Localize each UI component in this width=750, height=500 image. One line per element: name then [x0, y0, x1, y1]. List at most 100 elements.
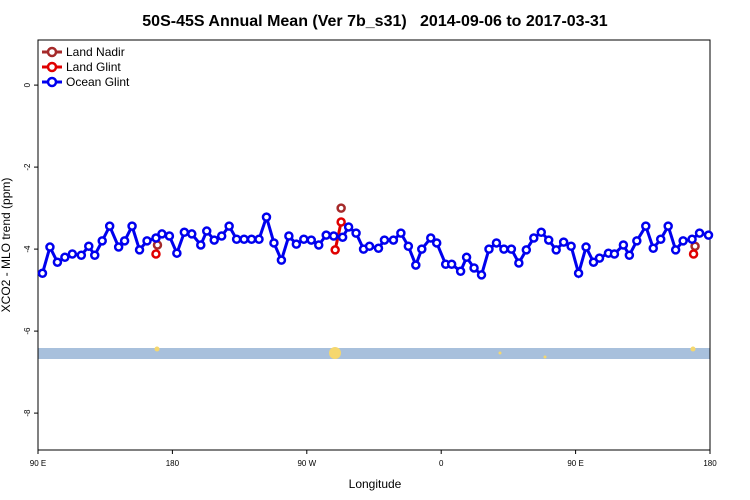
data-point: [632, 236, 642, 246]
data-point: [618, 240, 629, 250]
data-point: [337, 232, 348, 242]
x-tick-label: 180: [166, 459, 180, 468]
x-tick-label: 180: [703, 459, 717, 468]
data-point: [551, 245, 561, 255]
data-point: [446, 259, 457, 270]
legend-label: Land Nadir: [66, 45, 125, 59]
x-axis-label: Longitude: [349, 477, 402, 491]
data-point: [231, 234, 242, 245]
data-point: [641, 221, 651, 231]
data-point: [388, 235, 399, 245]
data-point: [76, 250, 87, 260]
data-point: [306, 235, 317, 245]
data-point: [239, 234, 249, 245]
y-tick-label: 0: [23, 82, 32, 87]
data-point: [514, 258, 524, 268]
data-point: [536, 227, 547, 238]
data-point: [60, 252, 70, 263]
data-point: [581, 242, 591, 252]
data-point: [127, 221, 137, 231]
data-point: [313, 240, 324, 250]
data-point: [469, 263, 479, 273]
data-point: [588, 257, 599, 267]
data-point: [648, 243, 659, 254]
data-point: [455, 266, 466, 276]
legend-marker: [46, 46, 58, 58]
data-point: [425, 233, 436, 243]
data-point: [521, 245, 532, 255]
data-point: [134, 245, 145, 255]
data-point: [119, 236, 130, 246]
legend-marker: [46, 61, 58, 73]
legend-label: Ocean Glint: [66, 75, 130, 89]
data-point: [104, 221, 115, 231]
data-point: [330, 245, 340, 255]
data-point: [499, 244, 509, 254]
data-point: [291, 239, 302, 249]
data-point: [543, 235, 554, 245]
plot-frame: [37, 39, 711, 451]
data-point: [113, 242, 124, 252]
data-point: [164, 231, 175, 241]
data-point: [694, 228, 705, 238]
data-point: [284, 231, 294, 241]
data-point: [89, 250, 100, 260]
data-point: [396, 228, 406, 238]
data-point: [529, 233, 539, 243]
x-tick-label: 90 W: [297, 459, 316, 468]
data-point: [379, 235, 390, 245]
data-point: [609, 249, 620, 259]
data-point: [224, 221, 234, 231]
legend-label: Land Glint: [66, 60, 121, 74]
data-point: [373, 243, 384, 254]
x-tick-label: 90 E: [30, 459, 46, 468]
data-point: [196, 240, 206, 250]
data-point: [254, 234, 264, 245]
data-point: [261, 212, 272, 222]
legend-marker: [46, 76, 58, 88]
data-point: [246, 234, 257, 245]
data-point: [655, 234, 666, 245]
data-point: [328, 231, 339, 241]
land-dot: [690, 346, 696, 352]
data-point: [351, 228, 361, 238]
data-point: [417, 244, 427, 254]
land-dot: [329, 347, 341, 359]
data-point: [142, 236, 152, 246]
data-point: [151, 233, 161, 243]
data-point: [343, 222, 354, 232]
data-point: [573, 268, 584, 279]
data-point: [687, 234, 697, 245]
x-tick-label: 0: [439, 459, 444, 468]
data-point: [431, 238, 442, 248]
data-point: [67, 249, 78, 259]
data-point: [670, 245, 681, 255]
data-point: [37, 268, 48, 279]
data-point: [269, 238, 279, 248]
data-point: [157, 229, 167, 239]
data-point: [187, 229, 197, 239]
data-point: [97, 236, 107, 246]
y-tick-label: -6: [23, 327, 32, 335]
land-band: [38, 348, 710, 359]
y-tick-label: -4: [23, 245, 32, 253]
y-tick-label: -2: [23, 163, 32, 171]
data-point: [411, 260, 421, 270]
data-point: [52, 257, 63, 267]
data-point: [403, 241, 414, 251]
data-point: [491, 238, 502, 248]
data-point: [506, 244, 517, 254]
data-point: [624, 250, 635, 260]
chart-title: 50S-45S Annual Mean (Ver 7b_s31) 2014-09…: [142, 13, 608, 30]
data-point: [299, 234, 309, 245]
data-point: [703, 230, 714, 240]
data-point: [461, 252, 472, 263]
data-point: [484, 244, 494, 254]
data-point: [364, 241, 375, 251]
land-dot: [154, 346, 160, 352]
y-axis-label: XCO2 - MLO trend (ppm): [0, 178, 13, 313]
data-point: [45, 242, 55, 252]
land-dot: [498, 351, 502, 355]
data-point: [276, 255, 287, 265]
